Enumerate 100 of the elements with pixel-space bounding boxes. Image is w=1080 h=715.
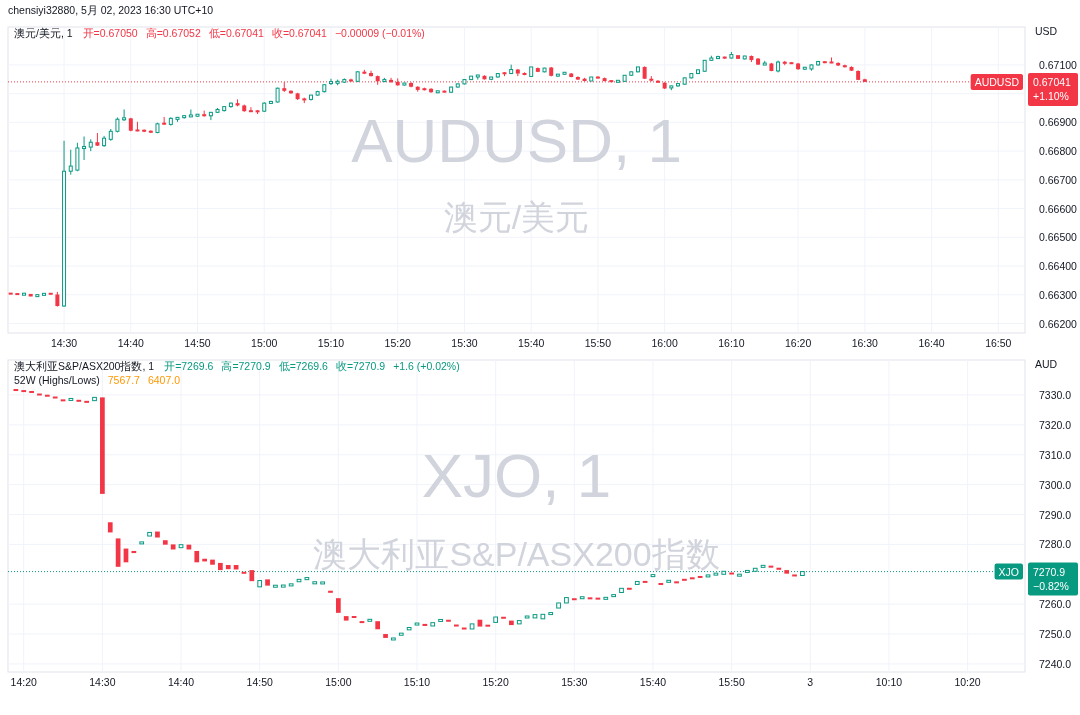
x-tick-label: 16:20	[784, 337, 812, 349]
y-tick-label: 7330.0	[1039, 388, 1072, 401]
candlestick	[509, 620, 514, 626]
annotation: 7567.7	[107, 374, 141, 386]
x-tick-label: 15:10	[317, 337, 345, 349]
x-tick-label: 15:50	[718, 676, 745, 688]
text: 0.67041	[1033, 75, 1072, 88]
x-tick-label: 15:10	[403, 676, 431, 688]
candlestick	[42, 292, 47, 296]
x-tick-label: 15:40	[518, 337, 545, 349]
y-tick-label: 7310.0	[1039, 448, 1072, 461]
candlestick	[273, 584, 278, 588]
y-tick-label: 7300.0	[1039, 478, 1072, 491]
candlestick	[82, 135, 87, 161]
y-axis-title: USD	[1035, 25, 1058, 37]
candlestick	[532, 614, 538, 619]
candlestick	[122, 108, 127, 122]
candlestick	[682, 578, 687, 581]
candlestick	[611, 594, 616, 598]
annotation: 6407.0	[147, 374, 181, 386]
candlestick	[312, 581, 318, 585]
x-tick-label: 15:40	[639, 676, 667, 688]
candlestick	[210, 559, 215, 565]
candlestick	[139, 541, 145, 545]
x-tick-label: 14:30	[50, 337, 78, 349]
x-tick-label: 14:40	[167, 676, 195, 688]
candlestick	[603, 596, 609, 600]
annotation: 低=7269.6	[278, 360, 329, 372]
annotation: 低=0.67041	[208, 27, 265, 39]
ref-line-label: XJO	[998, 565, 1019, 578]
candlestick	[556, 602, 561, 609]
y-tick-label: 0.67100	[1039, 58, 1078, 71]
y-tick-label: 7280.0	[1039, 538, 1072, 551]
candlestick	[131, 550, 137, 554]
y-tick-label: 7260.0	[1039, 598, 1072, 611]
candlestick	[52, 396, 58, 399]
candlestick	[194, 550, 200, 563]
ref-line-label: AUDUSD	[974, 75, 1020, 88]
candlestick	[335, 598, 341, 613]
candlestick	[100, 397, 105, 494]
annotation: 收=7270.9	[335, 360, 386, 372]
x-tick-label: 16:30	[851, 337, 879, 349]
annotation: +1.6 (+0.02%)	[393, 360, 460, 372]
candlestick	[501, 616, 506, 619]
chart-title: 澳元/美元, 1	[14, 27, 73, 39]
candlestick	[634, 580, 640, 585]
x-tick-label: 15:30	[451, 337, 478, 349]
x-tick-label: 14:50	[246, 676, 273, 688]
candlestick	[92, 396, 97, 402]
candlestick	[658, 582, 664, 585]
x-tick-label: 16:40	[918, 337, 945, 349]
candlestick	[579, 596, 585, 600]
candlestick	[328, 590, 333, 593]
annotation: 高=0.67052	[145, 27, 201, 39]
candlestick	[8, 292, 13, 295]
candlestick	[430, 622, 436, 627]
annotation: 高=7270.9	[221, 360, 271, 372]
annotation: 52W (Highs/Lows)	[14, 374, 100, 386]
candlestick	[170, 544, 176, 550]
candlestick	[343, 616, 349, 621]
candlestick	[414, 622, 420, 626]
candlestick	[280, 584, 286, 588]
candlestick	[516, 620, 522, 625]
candlestick	[48, 292, 53, 295]
annotation: 开=0.67050	[82, 27, 138, 39]
candlestick	[453, 624, 459, 627]
candlestick	[760, 564, 766, 568]
candlestick	[461, 627, 467, 630]
y-tick-label: 0.66900	[1039, 116, 1078, 129]
y-tick-label: 0.66500	[1039, 231, 1078, 244]
candlestick	[304, 577, 310, 581]
candlestick	[469, 623, 475, 630]
x-tick-label: 14:50	[184, 337, 211, 349]
candlestick	[406, 626, 412, 631]
y-tick-label: 0.66700	[1039, 173, 1078, 186]
candlestick	[589, 76, 594, 82]
x-tick-label: 10:10	[875, 676, 903, 688]
candlestick	[68, 149, 73, 176]
text: −0.82%	[1033, 579, 1069, 592]
candlestick	[493, 616, 499, 623]
candlestick	[540, 613, 546, 620]
candlestick	[615, 79, 620, 83]
x-tick-label: 15:20	[482, 676, 509, 688]
candlestick	[107, 522, 113, 533]
candlestick	[248, 106, 253, 113]
x-tick-label: 14:30	[89, 676, 116, 688]
x-tick-label: 15:50	[584, 337, 612, 349]
candlestick	[650, 574, 656, 578]
x-tick-label: 3	[807, 676, 814, 688]
candlestick	[446, 619, 451, 622]
candlestick	[22, 292, 27, 296]
candlestick	[736, 55, 741, 59]
y-tick-label: 0.66800	[1039, 145, 1078, 158]
candlestick	[28, 293, 33, 297]
x-tick-label: 15:00	[325, 676, 352, 688]
candlestick	[218, 562, 223, 571]
candlestick	[398, 632, 404, 636]
candlestick	[438, 618, 443, 622]
candlestick	[548, 612, 554, 616]
x-tick-label: 15:30	[561, 676, 588, 688]
